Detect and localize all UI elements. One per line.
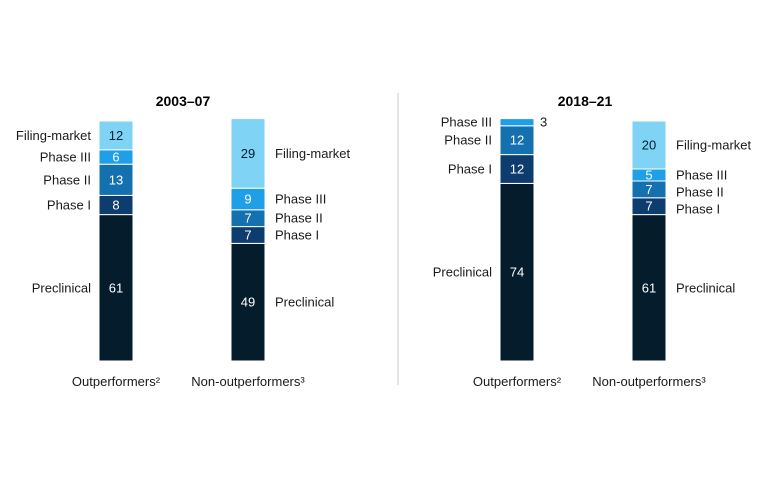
value-label-2003-07-non-outperformers-phase-ii: 7 (244, 211, 251, 226)
stage-label-2018-21-outperformers-preclinical: Preclinical (433, 265, 492, 280)
stage-label-2018-21-non-outperformers-phase-iii: Phase III (676, 168, 727, 183)
value-label-2003-07-outperformers-phase-i: 8 (112, 198, 119, 213)
value-label-2018-21-non-outperformers-phase-ii: 7 (645, 182, 652, 197)
stage-label-2003-07-non-outperformers-phase-ii: Phase II (275, 211, 323, 226)
bar-2003-07-outperformers-phase-ii (98, 163, 134, 196)
stage-label-2018-21-outperformers-phase-i: Phase I (448, 162, 492, 177)
stage-label-2003-07-non-outperformers-phase-iii: Phase III (275, 192, 326, 207)
stage-label-2018-21-non-outperformers-phase-i: Phase I (676, 202, 720, 217)
bar-2003-07-non-outperformers-filing-market (230, 118, 266, 189)
category-label-2003-07-non-outperformers: Non-outperformers³ (191, 374, 305, 389)
value-label-2003-07-non-outperformers-filing-market: 29 (241, 146, 255, 161)
value-label-2003-07-outperformers-filing-market: 12 (109, 128, 123, 143)
value-label-2003-07-non-outperformers-phase-i: 7 (244, 228, 251, 243)
value-label-2003-07-outperformers-phase-ii: 13 (109, 172, 123, 187)
stage-label-2003-07-non-outperformers-phase-i: Phase I (275, 228, 319, 243)
value-label-2003-07-outperformers-phase-iii: 6 (112, 150, 119, 165)
value-label-2003-07-non-outperformers-phase-iii: 9 (244, 192, 251, 207)
stage-label-2018-21-outperformers-phase-iii: Phase III (441, 115, 492, 130)
bar-2003-07-non-outperformers-preclinical (230, 242, 266, 362)
bars-layer: 61 8 13 6 12 Filing-market Phase III Phase II Ph… (16, 115, 752, 389)
category-label-2003-07-outperformers: Outperformers² (72, 374, 161, 389)
value-label-2018-21-non-outperformers-phase-iii: 5 (645, 168, 652, 183)
stage-label-2003-07-outperformers-filing-market: Filing-market (16, 128, 92, 143)
value-label-2003-07-non-outperformers-preclinical: 49 (241, 295, 255, 310)
category-label-2018-21-non-outperformers: Non-outperformers³ (592, 374, 706, 389)
bar-2018-21-outperformers-phase-ii (499, 125, 535, 156)
value-label-2018-21-non-outperformers-filing-market: 20 (642, 138, 656, 153)
bar-2018-21-non-outperformers-preclinical (631, 214, 667, 362)
stage-label-2018-21-non-outperformers-filing-market: Filing-market (676, 138, 752, 153)
bar-2003-07-outperformers-preclinical (98, 214, 134, 362)
stage-label-2003-07-outperformers-preclinical: Preclinical (32, 280, 91, 295)
value-label-2018-21-non-outperformers-phase-i: 7 (645, 199, 652, 214)
stage-label-2003-07-non-outperformers-preclinical: Preclinical (275, 295, 334, 310)
value-label-2018-21-outperformers-preclinical: 74 (510, 265, 524, 280)
bar-2003-07-outperformers-filing-market (98, 120, 134, 151)
stage-label-2018-21-non-outperformers-phase-ii: Phase II (676, 185, 724, 200)
bar-2018-21-non-outperformers-filing-market (631, 120, 667, 170)
value-label-2018-21-outperformers-phase-ii: 12 (510, 133, 524, 148)
value-label-2018-21-non-outperformers-preclinical: 61 (642, 280, 656, 295)
value-label-2018-21-outperformers-phase-i: 12 (510, 162, 524, 177)
stage-label-2018-21-non-outperformers-preclinical: Preclinical (676, 280, 735, 295)
panel-title-left: 2003–07 (156, 93, 211, 109)
stage-label-2003-07-outperformers-phase-i: Phase I (47, 198, 91, 213)
value-label-2003-07-outperformers-preclinical: 61 (109, 280, 123, 295)
bar-2018-21-outperformers-preclinical (499, 182, 535, 362)
panel-title-right: 2018–21 (558, 93, 613, 109)
value-label-2018-21-outperformers-phase-iii: 3 (540, 115, 547, 130)
stage-label-2003-07-outperformers-phase-ii: Phase II (43, 172, 91, 187)
stage-label-2018-21-outperformers-phase-ii: Phase II (444, 133, 492, 148)
bar-2018-21-outperformers-phase-iii (499, 118, 535, 127)
stage-label-2003-07-non-outperformers-filing-market: Filing-market (275, 146, 351, 161)
category-label-2018-21-outperformers: Outperformers² (473, 374, 562, 389)
stage-label-2003-07-outperformers-phase-iii: Phase III (40, 150, 91, 165)
